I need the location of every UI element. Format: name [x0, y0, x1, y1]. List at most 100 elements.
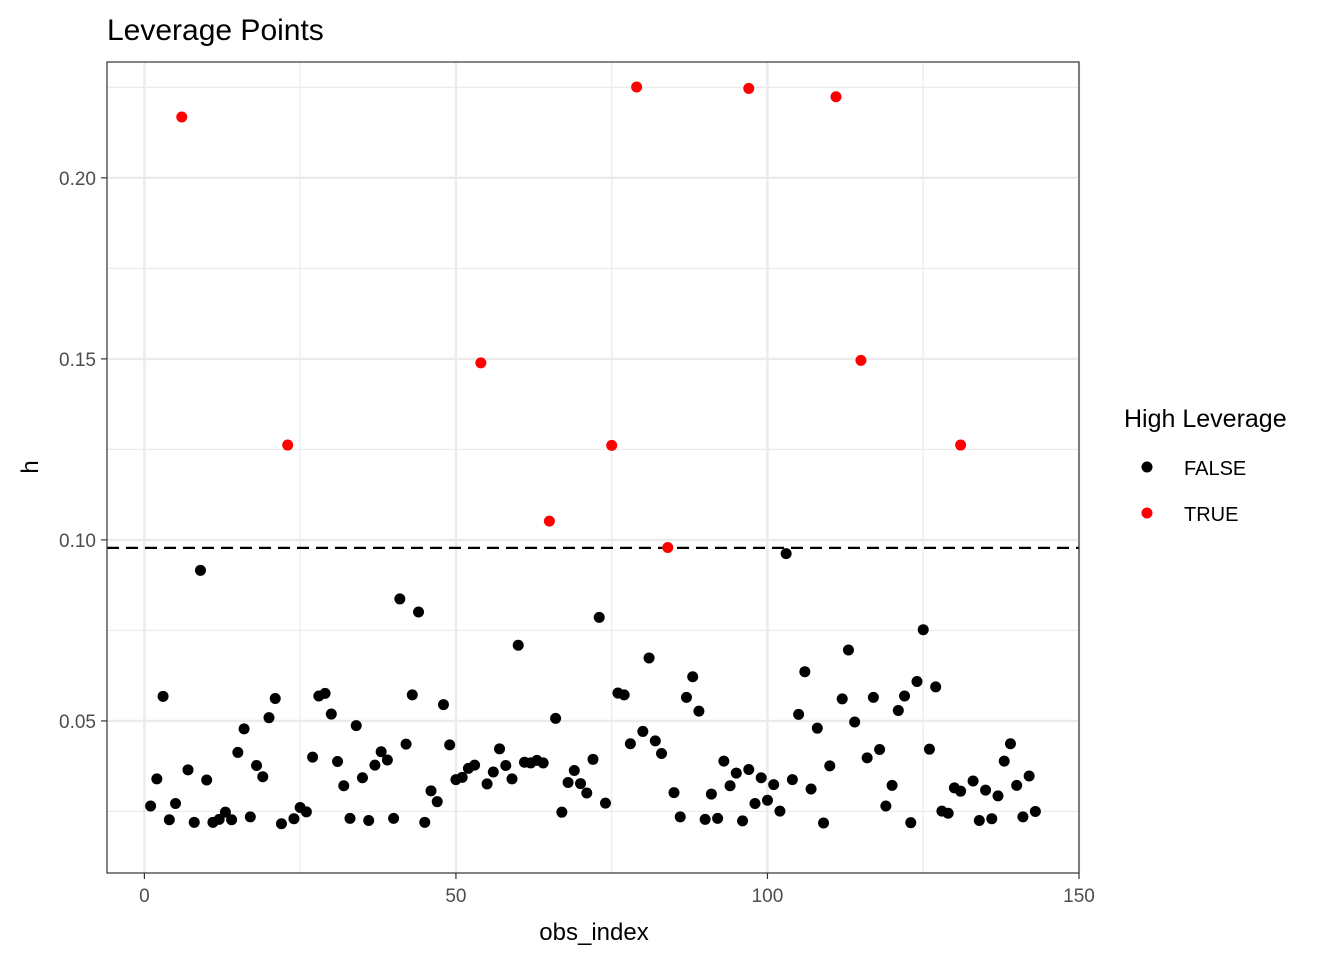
point-false [680, 691, 692, 703]
point-false [194, 564, 206, 576]
point-false [668, 787, 680, 799]
point-false [693, 705, 705, 717]
point-false [332, 755, 344, 767]
point-false [456, 771, 468, 783]
point-true [475, 357, 487, 369]
point-false [737, 815, 749, 827]
point-false [381, 754, 393, 766]
point-false [724, 780, 736, 792]
point-false [263, 712, 275, 724]
point-false [986, 813, 998, 825]
point-false [618, 689, 630, 701]
point-false [892, 704, 904, 716]
legend-key-true [1141, 507, 1153, 519]
point-false [923, 743, 935, 755]
point-false [867, 691, 879, 703]
plot-background [107, 62, 1079, 873]
point-false [599, 797, 611, 809]
point-false [687, 671, 699, 683]
point-false [244, 811, 256, 823]
point-false [1004, 738, 1016, 750]
point-false [793, 708, 805, 720]
point-true [282, 439, 294, 451]
point-false [649, 735, 661, 747]
point-false [369, 759, 381, 771]
data-points [145, 81, 1041, 830]
point-true [955, 439, 967, 451]
point-false [905, 817, 917, 829]
point-false [325, 708, 337, 720]
point-true [543, 515, 555, 527]
y-tick-label: 0.15 [59, 350, 96, 371]
point-false [388, 812, 400, 824]
point-false [201, 774, 213, 786]
point-false [911, 675, 923, 687]
y-tick-label: 0.20 [59, 169, 96, 190]
point-false [188, 816, 200, 828]
point-false [562, 776, 574, 788]
point-false [487, 766, 499, 778]
x-tick-label: 100 [752, 886, 784, 907]
point-false [275, 818, 287, 830]
point-false [575, 778, 587, 790]
point-false [425, 785, 437, 797]
point-false [749, 797, 761, 809]
point-false [774, 805, 786, 817]
point-false [656, 748, 668, 760]
point-false [587, 753, 599, 765]
point-false [182, 764, 194, 776]
point-false [705, 788, 717, 800]
point-false [786, 774, 798, 786]
point-false [643, 652, 655, 664]
point-true [855, 354, 867, 366]
point-false [955, 785, 967, 797]
point-false [469, 759, 481, 771]
point-false [917, 624, 929, 636]
y-tick-label: 0.10 [59, 531, 96, 552]
point-false [494, 743, 506, 755]
point-false [805, 783, 817, 795]
point-false [307, 751, 319, 763]
point-false [437, 699, 449, 711]
point-false [712, 812, 724, 824]
point-false [257, 771, 269, 783]
point-false [861, 752, 873, 764]
point-false [967, 775, 979, 787]
point-false [512, 639, 524, 651]
point-false [930, 681, 942, 693]
point-false [375, 746, 387, 758]
point-false [973, 815, 985, 827]
point-false [537, 757, 549, 769]
point-false [444, 739, 456, 751]
point-false [818, 817, 830, 829]
point-false [550, 712, 562, 724]
point-false [699, 813, 711, 825]
point-false [743, 763, 755, 775]
y-axis-title: h [17, 460, 44, 473]
point-false [674, 811, 686, 823]
point-false [219, 806, 231, 818]
y-axis-ticks: 0.05 0.10 0.15 0.20 [59, 169, 107, 733]
point-false [886, 779, 898, 791]
point-false [593, 611, 605, 623]
point-false [980, 784, 992, 796]
point-false [1029, 805, 1041, 817]
point-false [226, 814, 238, 826]
point-false [1017, 811, 1029, 823]
point-false [718, 755, 730, 767]
point-false [624, 738, 636, 750]
point-false [300, 806, 312, 818]
point-false [799, 666, 811, 678]
point-false [581, 787, 593, 799]
point-true [631, 81, 643, 93]
point-false [836, 693, 848, 705]
point-true [830, 91, 842, 103]
legend-title: High Leverage [1124, 405, 1287, 433]
point-false [1011, 779, 1023, 791]
point-false [500, 759, 512, 771]
point-false [157, 690, 169, 702]
point-false [163, 814, 175, 826]
point-false [413, 606, 425, 618]
point-false [780, 548, 792, 560]
point-false [406, 689, 418, 701]
